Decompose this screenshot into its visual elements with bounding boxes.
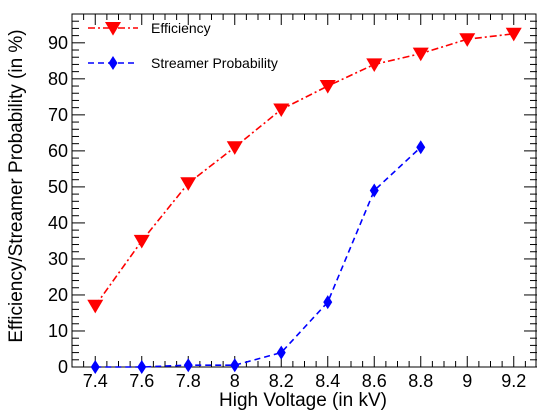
y-tick-label: 70 — [48, 105, 68, 125]
x-tick-label: 7.4 — [83, 371, 108, 391]
data-point — [133, 234, 150, 249]
data-point — [180, 177, 197, 191]
y-tick-label: 90 — [48, 33, 68, 53]
x-tick-label: 8.6 — [362, 371, 387, 391]
y-tick-label: 30 — [48, 249, 68, 269]
data-point — [412, 47, 429, 62]
x-tick-label: 8 — [230, 371, 240, 391]
x-tick-label: 8.4 — [315, 371, 340, 391]
x-tick-label: 9 — [462, 371, 472, 391]
series-layer — [87, 27, 522, 374]
legend-marker — [105, 22, 121, 36]
y-tick-label: 80 — [48, 69, 68, 89]
y-tick-label: 20 — [48, 285, 68, 305]
data-point — [323, 295, 333, 310]
x-axis: 7.4 7.6 7.8 8 8.2 8.4 8.6 8.8 9 9.2 — [83, 14, 526, 391]
data-point — [87, 299, 104, 314]
series-streamer-probability — [90, 140, 426, 374]
series-line — [95, 146, 422, 368]
x-tick-label: 7.8 — [176, 371, 201, 391]
y-tick-label: 0 — [58, 357, 68, 377]
data-point — [273, 103, 290, 118]
data-point — [137, 360, 147, 374]
data-point — [366, 58, 383, 73]
x-axis-label: High Voltage (in kV) — [219, 390, 387, 411]
legend-entry: Streamer Probability — [88, 55, 278, 71]
legend-label: Streamer Probability — [151, 55, 278, 71]
data-point — [369, 183, 379, 198]
data-point — [459, 33, 476, 47]
series-efficiency — [87, 27, 522, 314]
series-line — [94, 33, 514, 307]
y-axis-label: Efficiency/Streamer Probability (in %) — [6, 29, 27, 342]
legend-label: Efficiency — [151, 20, 211, 36]
x-tick-label: 8.2 — [269, 371, 294, 391]
y-tick-label: 50 — [48, 177, 68, 197]
x-tick-label: 9.2 — [501, 371, 526, 391]
data-point — [226, 141, 243, 155]
legend: Efficiency Streamer Probability — [88, 20, 278, 71]
data-point — [416, 140, 426, 155]
data-point — [319, 80, 336, 94]
x-tick-label: 7.6 — [129, 371, 154, 391]
y-tick-label: 10 — [48, 321, 68, 341]
data-point — [276, 345, 286, 360]
x-tick-label: 8.8 — [408, 371, 433, 391]
plot-frame — [71, 13, 537, 368]
data-point — [183, 358, 193, 373]
data-point — [505, 27, 522, 42]
y-tick-label: 60 — [48, 141, 68, 161]
legend-marker — [108, 56, 118, 70]
data-point — [90, 360, 100, 374]
y-tick-label: 40 — [48, 213, 68, 233]
y-axis: 0 10 20 30 40 50 60 70 80 90 — [48, 20, 537, 377]
data-point — [230, 358, 240, 373]
legend-entry: Efficiency — [88, 20, 211, 36]
plot-frame — [71, 13, 537, 368]
